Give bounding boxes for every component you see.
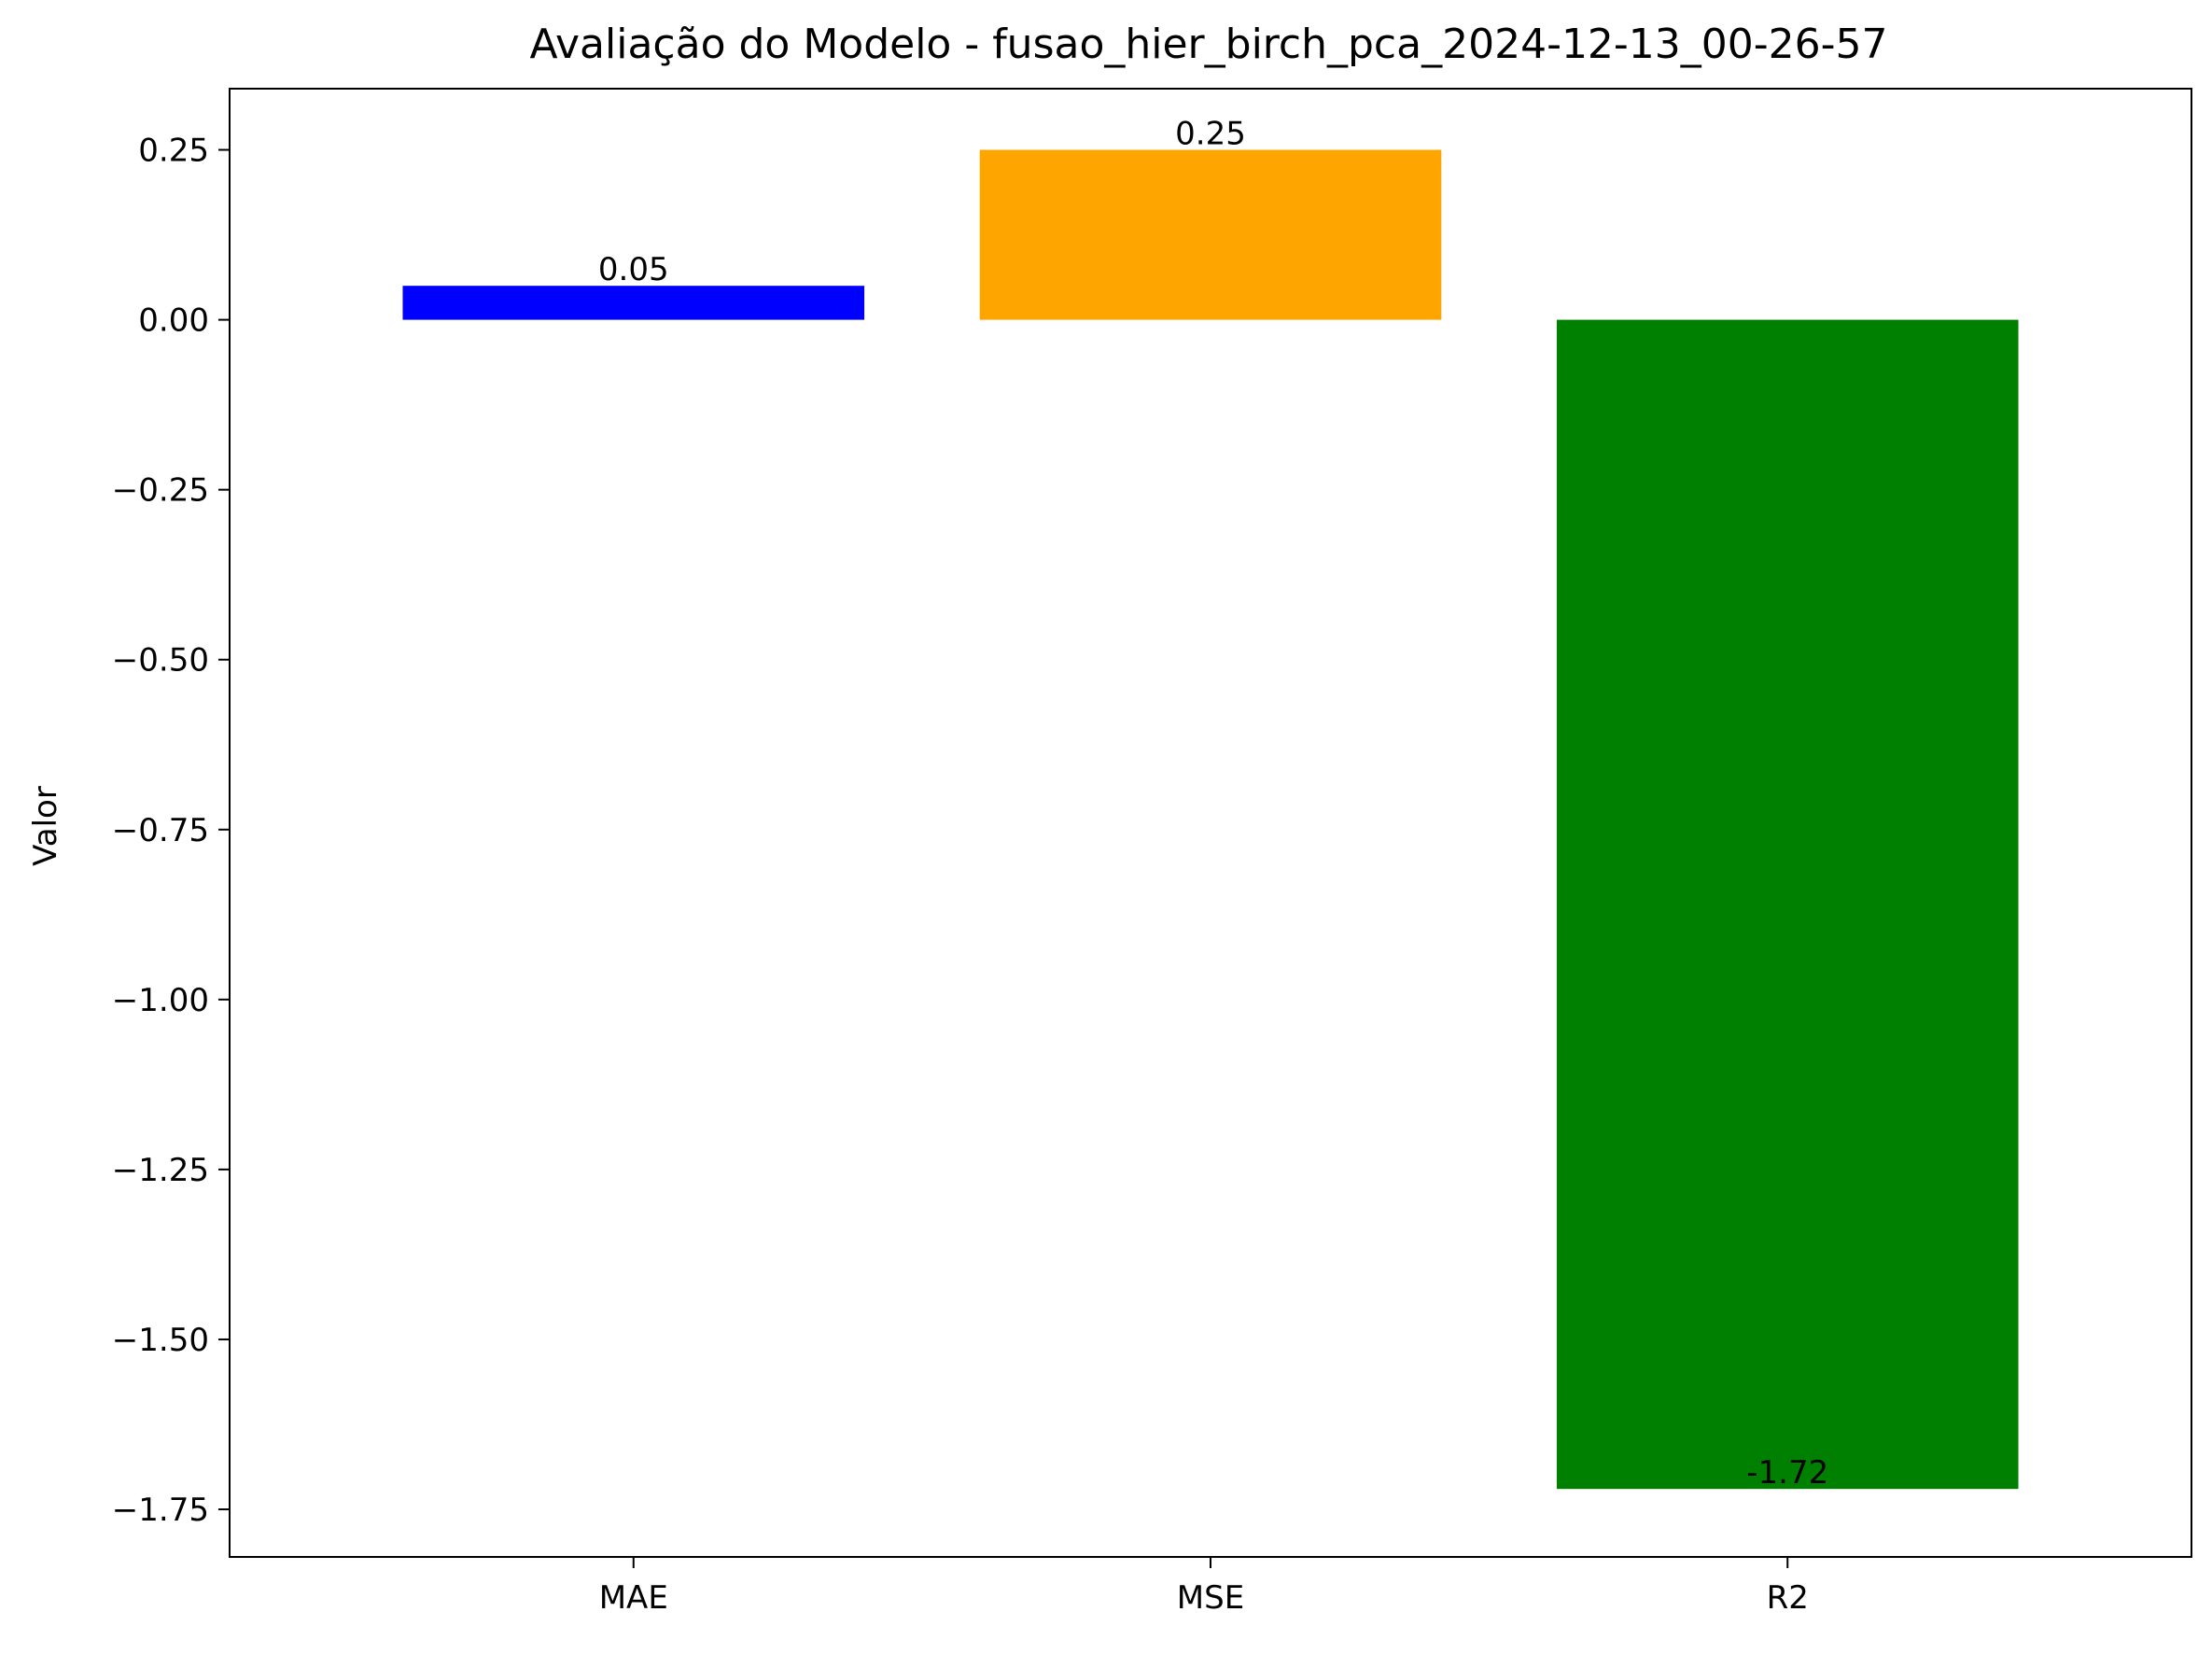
y-tick-label: −1.75 (112, 1492, 209, 1529)
y-axis-label: Valor (27, 786, 64, 866)
chart-title: Avaliação do Modelo - fusao_hier_birch_p… (529, 21, 1887, 68)
bar-mae (402, 286, 865, 320)
x-tick-label-r2: R2 (1767, 1579, 1809, 1617)
data-label-r2: -1.72 (1746, 1454, 1828, 1492)
y-tick-label: 0.00 (138, 302, 209, 340)
bar-mse (979, 149, 1442, 320)
data-label-mse: 0.25 (1175, 116, 1246, 153)
bar-r2 (1556, 319, 2019, 1490)
y-tick-label: −0.75 (112, 812, 209, 849)
y-tick-label: −0.50 (112, 642, 209, 680)
y-tick-label: −1.00 (112, 982, 209, 1019)
x-tick-label-mse: MSE (1177, 1579, 1244, 1617)
plot-area: 0.05 0.25 -1.72 0.25 0.00 −0.25 −0.50 −0.75 −1.0… (112, 88, 2192, 1617)
data-label-mae: 0.05 (598, 251, 669, 288)
y-tick-label: −1.50 (112, 1322, 209, 1359)
x-tick-label-mae: MAE (599, 1579, 668, 1617)
y-tick-label: −0.25 (112, 472, 209, 510)
y-tick-label: 0.25 (138, 133, 209, 170)
y-tick-label: −1.25 (112, 1152, 209, 1189)
